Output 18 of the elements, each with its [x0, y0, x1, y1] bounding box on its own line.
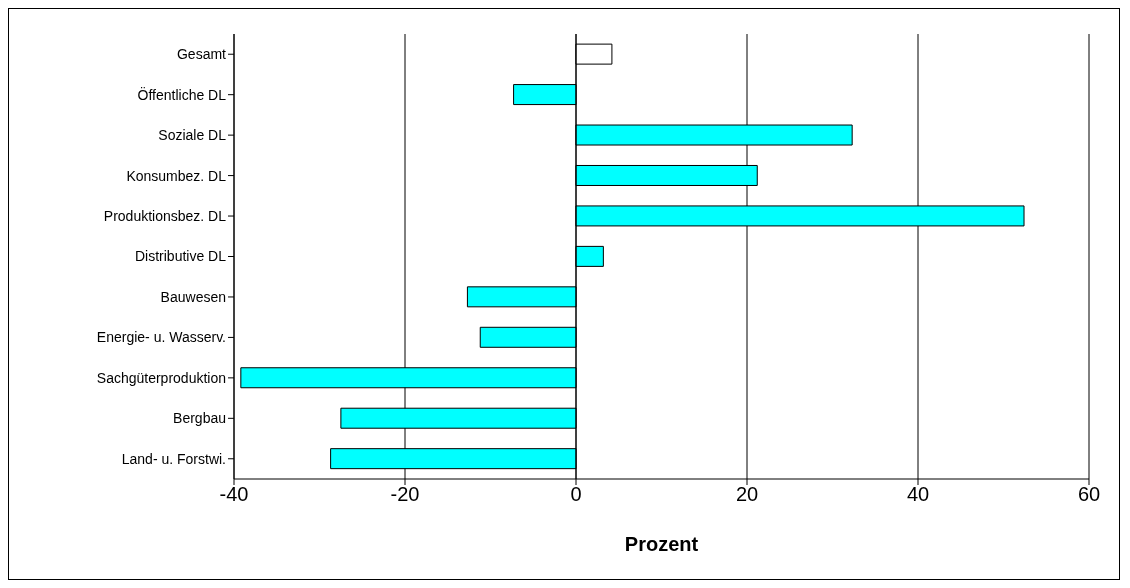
y-tick-label: Sachgüterproduktion	[96, 369, 226, 386]
y-tick-label: Öffentliche DL	[137, 85, 227, 103]
y-tick-label: Energie- u. Wasserv.	[96, 329, 226, 346]
x-tick-label: -20	[390, 483, 420, 506]
y-tick-label: Konsumbez. DL	[126, 167, 227, 184]
x-tick-label: 40	[906, 483, 930, 506]
x-tick-label: 0	[570, 483, 582, 506]
y-tick-label: Produktionsbez. DL	[103, 208, 227, 225]
y-tick-label: Land- u. Forstwi.	[121, 450, 226, 467]
x-axis-title: Prozent	[624, 533, 699, 555]
x-tick-label: 60	[1077, 483, 1101, 506]
x-tick-label: 20	[735, 483, 759, 506]
y-tick-label: Gesamt	[176, 46, 227, 63]
x-tick-label: -40	[219, 483, 249, 506]
y-tick-label: Bauwesen	[160, 288, 226, 305]
y-tick-label: Soziale DL	[158, 127, 227, 144]
y-tick-label: Distributive DL	[134, 248, 227, 265]
y-tick-label: Bergbau	[173, 410, 226, 427]
